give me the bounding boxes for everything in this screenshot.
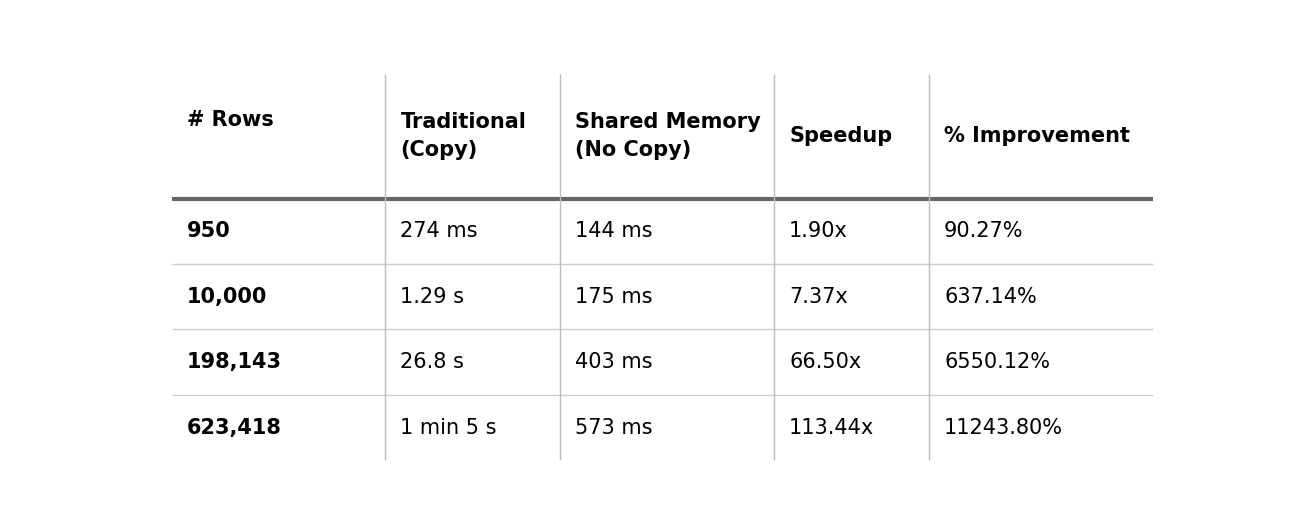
Text: 1 min 5 s: 1 min 5 s [401, 418, 497, 438]
Text: 623,418: 623,418 [186, 418, 282, 438]
Text: 1.29 s: 1.29 s [401, 287, 464, 307]
Text: % Improvement: % Improvement [944, 126, 1130, 146]
Text: 66.50x: 66.50x [789, 352, 862, 372]
Text: 198,143: 198,143 [186, 352, 282, 372]
Text: 11243.80%: 11243.80% [944, 418, 1063, 438]
Text: 573 ms: 573 ms [575, 418, 652, 438]
Text: 90.27%: 90.27% [944, 221, 1023, 242]
Text: 144 ms: 144 ms [575, 221, 652, 242]
Text: 637.14%: 637.14% [944, 287, 1036, 307]
Text: 175 ms: 175 ms [575, 287, 652, 307]
Text: 113.44x: 113.44x [789, 418, 875, 438]
Text: 26.8 s: 26.8 s [401, 352, 464, 372]
Text: 274 ms: 274 ms [401, 221, 478, 242]
Text: Shared Memory
(No Copy): Shared Memory (No Copy) [575, 112, 761, 160]
Text: 403 ms: 403 ms [575, 352, 652, 372]
Text: # Rows: # Rows [186, 110, 274, 130]
Text: 950: 950 [186, 221, 230, 242]
Text: 1.90x: 1.90x [789, 221, 848, 242]
Text: 6550.12%: 6550.12% [944, 352, 1050, 372]
Text: Speedup: Speedup [789, 126, 893, 146]
Text: 7.37x: 7.37x [789, 287, 848, 307]
Text: Traditional
(Copy): Traditional (Copy) [401, 112, 526, 160]
Text: 10,000: 10,000 [186, 287, 267, 307]
